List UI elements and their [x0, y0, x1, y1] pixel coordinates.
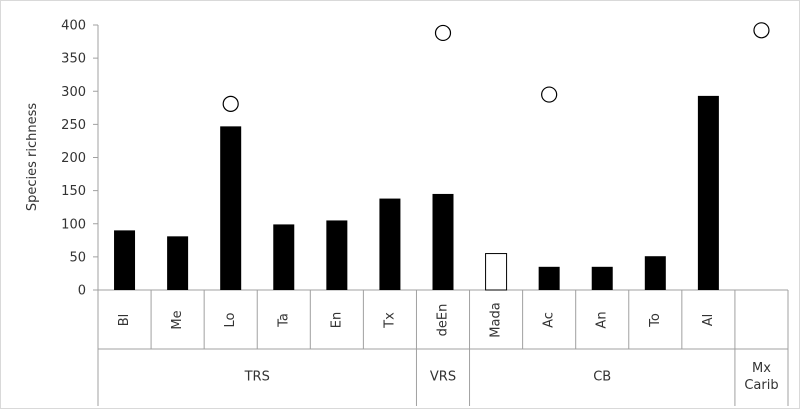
y-axis-title: Species richness: [25, 103, 40, 212]
group-label: TRS: [244, 370, 270, 385]
y-tick-label: 100: [61, 217, 86, 232]
y-tick-label: 200: [61, 151, 86, 166]
y-tick-label: 300: [61, 85, 86, 100]
bar: [697, 95, 719, 290]
group-label: Carib: [744, 378, 778, 393]
bar: [114, 230, 136, 290]
x-tick-label: Tx: [382, 312, 397, 329]
x-tick-label: Bl: [117, 314, 132, 327]
x-tick-label: Al: [701, 314, 716, 327]
x-tick-label: To: [648, 313, 663, 328]
bar: [644, 256, 666, 290]
bar: [591, 266, 613, 290]
bar: [379, 198, 401, 290]
marker-point: [541, 86, 558, 103]
x-tick-label: Ta: [276, 313, 291, 328]
marker-point: [753, 22, 770, 39]
bar: [273, 224, 295, 290]
marker-point: [434, 24, 452, 42]
x-tick-label: Me: [170, 310, 185, 329]
marker-point: [222, 95, 239, 112]
x-tick-label: Mada: [489, 302, 504, 337]
x-tick-label: deEn: [436, 304, 451, 337]
bar: [432, 193, 454, 290]
group-label: VRS: [430, 370, 456, 385]
bar: [167, 236, 189, 290]
x-tick-label: En: [329, 312, 344, 328]
bar: [326, 220, 348, 290]
group-label: Mx: [752, 361, 771, 376]
x-tick-label: An: [595, 311, 610, 328]
y-tick-label: 400: [61, 19, 86, 34]
bar: [538, 266, 560, 290]
y-tick-label: 250: [61, 118, 86, 133]
bar: [220, 126, 242, 290]
plot-area: 0 50 100 150 200 250 300 350 400 Bl Me Lo Ta En Tx deEn…: [61, 19, 789, 406]
group-label: CB: [593, 370, 611, 385]
y-tick-label: 350: [61, 52, 86, 67]
x-tick-label: Lo: [223, 312, 238, 327]
y-tick-label: 50: [69, 250, 86, 265]
y-tick-label: 0: [78, 284, 86, 299]
x-tick-label: Ac: [542, 312, 557, 328]
y-tick-label: 150: [61, 184, 86, 199]
bar-open: [485, 253, 508, 291]
